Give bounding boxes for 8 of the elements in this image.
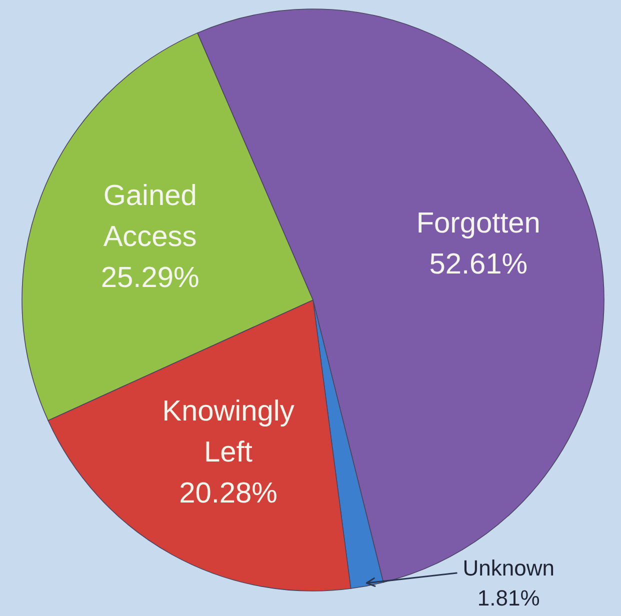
data-label: 1.81%	[477, 586, 540, 611]
slice-label: Unknown	[462, 556, 554, 581]
slice-label: Gained Access	[103, 180, 197, 254]
data-label: 25.29%	[100, 262, 200, 294]
data-label: 52.61%	[429, 248, 528, 281]
slice-label: Forgotten	[416, 208, 540, 240]
slice-label: Knowingly Left	[162, 396, 295, 469]
data-label: 20.28%	[179, 478, 278, 510]
